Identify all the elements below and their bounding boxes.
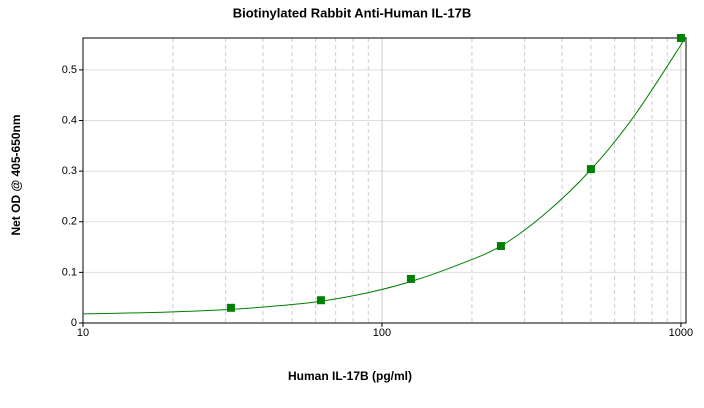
x-tick-label: 1000 [669,327,693,339]
plot-frame [82,37,687,324]
y-tick-label: 0.1 [62,266,77,278]
x-tick-label: 100 [373,327,391,339]
y-tick-label: 0.5 [62,64,77,76]
data-point [316,296,325,305]
y-tick-label: 0.3 [62,165,77,177]
data-point [406,274,415,283]
y-tick-label: 0.2 [62,216,77,228]
chart-title: Biotinylated Rabbit Anti-Human IL-17B [233,5,472,20]
y-tick-label: 0.4 [62,114,77,126]
data-point [496,242,505,251]
data-point [226,303,235,312]
data-point [586,165,595,174]
x-tick-label: 10 [77,327,89,339]
data-point [676,34,685,42]
y-tick-label: 0 [71,317,77,329]
x-axis-label: Human IL-17B (pg/ml) [288,369,412,383]
y-axis-label: Net OD @ 405-650nm [9,114,23,235]
